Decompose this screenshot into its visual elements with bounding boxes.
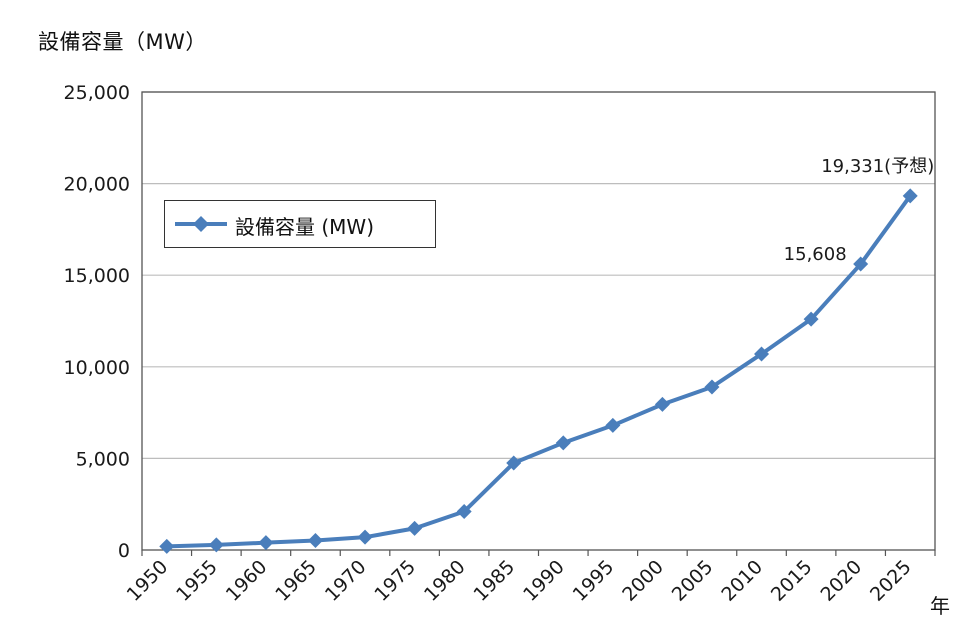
x-tick-label: 2005 [668, 556, 718, 606]
data-point-marker [456, 504, 472, 520]
legend-label: 設備容量 (MW) [235, 215, 374, 239]
data-point-marker [159, 538, 175, 554]
y-axis-title: 設備容量（MW） [38, 30, 207, 54]
x-tick-label: 2015 [767, 556, 817, 606]
data-point-marker [654, 396, 670, 412]
x-tick-label: 2010 [717, 556, 767, 606]
y-tick-label: 5,000 [76, 448, 130, 470]
series-line [166, 194, 912, 549]
y-tick-label: 25,000 [64, 82, 130, 104]
x-tick-label: 1970 [321, 556, 371, 606]
x-tick-label: 1965 [271, 556, 321, 606]
data-point-marker [357, 529, 373, 545]
data-label: 15,608 [784, 244, 847, 265]
y-tick-label: 0 [118, 540, 130, 562]
x-tick-label: 1950 [123, 556, 173, 606]
y-tick-label: 15,000 [64, 265, 130, 287]
legend: 設備容量 (MW) [164, 200, 436, 248]
x-tick-label: 1955 [172, 556, 222, 606]
x-tick-label: 1990 [519, 556, 569, 606]
data-point-marker [506, 455, 522, 471]
data-point-marker [853, 256, 869, 272]
data-point-marker [704, 379, 720, 395]
x-tick-label: 1985 [470, 556, 520, 606]
data-point-marker [258, 535, 274, 551]
data-point-marker [803, 311, 819, 327]
x-tick-label: 2020 [816, 556, 866, 606]
data-point-marker [754, 346, 770, 362]
x-tick-label: 1980 [420, 556, 470, 606]
data-point-marker [555, 435, 571, 451]
data-label: 19,331(予想) [821, 156, 934, 177]
y-tick-label: 20,000 [64, 174, 130, 196]
x-tick-label: 1975 [370, 556, 420, 606]
x-tick-label: 1960 [222, 556, 272, 606]
x-tick-label: 2000 [618, 556, 668, 606]
data-point-marker [307, 532, 323, 548]
x-tick-label: 1995 [569, 556, 619, 606]
y-tick-label: 10,000 [64, 357, 130, 379]
data-point-marker [902, 188, 918, 204]
data-point-marker [605, 417, 621, 433]
x-tick-label: 2025 [866, 556, 916, 606]
legend-swatch [175, 216, 227, 232]
data-point-marker [208, 537, 224, 553]
data-point-marker [407, 520, 423, 536]
x-axis-unit: 年 [930, 594, 950, 618]
